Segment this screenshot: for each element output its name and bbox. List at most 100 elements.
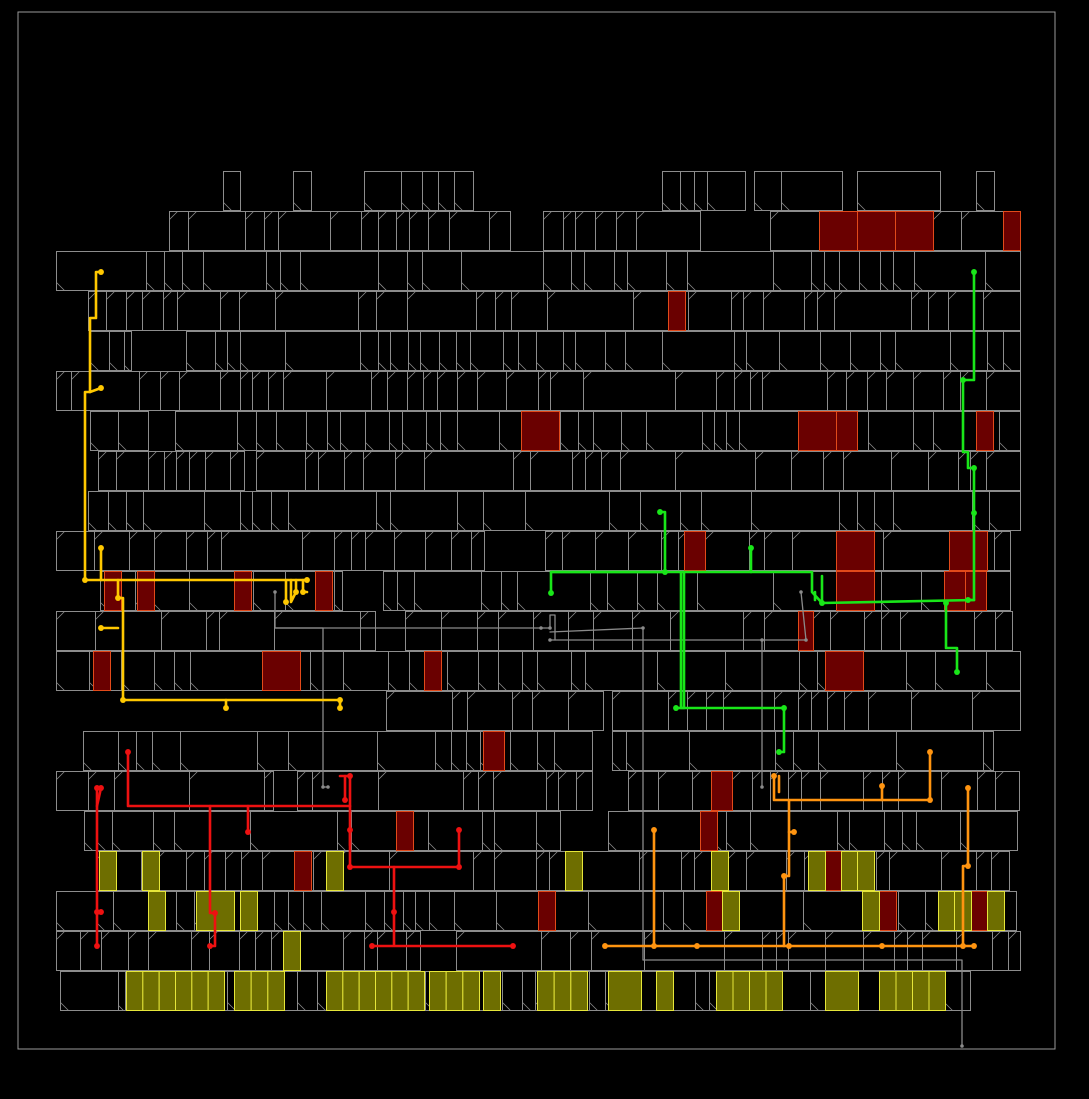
standard-cell[interactable]	[898, 771, 942, 811]
critical-path-cell[interactable]	[315, 571, 333, 611]
critical-path-cell[interactable]	[976, 411, 994, 451]
standard-cell[interactable]	[609, 491, 641, 531]
critical-path-cell[interactable]	[798, 411, 837, 451]
standard-cell[interactable]	[773, 571, 841, 611]
standard-cell[interactable]	[220, 291, 240, 331]
standard-cell[interactable]	[118, 971, 126, 1011]
net-green[interactable]	[548, 269, 977, 755]
standard-cell[interactable]	[575, 211, 596, 251]
standard-cell[interactable]	[675, 371, 717, 411]
standard-cell[interactable]	[429, 891, 455, 931]
standard-cell[interactable]	[114, 771, 190, 811]
standard-cell[interactable]	[56, 611, 96, 651]
standard-cell[interactable]	[461, 251, 544, 291]
standard-cell[interactable]	[481, 571, 502, 611]
selected-cell[interactable]	[240, 891, 258, 931]
standard-cell[interactable]	[906, 651, 936, 691]
standard-cell[interactable]	[950, 331, 988, 371]
selected-cell[interactable]	[283, 931, 301, 971]
standard-cell[interactable]	[306, 411, 328, 451]
standard-cell[interactable]	[56, 891, 97, 931]
selected-cell[interactable]	[267, 971, 286, 1011]
selected-cell[interactable]	[483, 971, 501, 1011]
standard-cell[interactable]	[995, 771, 1020, 811]
net-red[interactable]	[94, 749, 516, 949]
standard-cell[interactable]	[913, 411, 934, 451]
selected-cell[interactable]	[895, 971, 913, 1011]
standard-cell[interactable]	[867, 371, 887, 411]
standard-cell[interactable]	[310, 651, 344, 691]
standard-cell[interactable]	[701, 491, 752, 531]
standard-cell[interactable]	[186, 531, 208, 571]
standard-cell[interactable]	[593, 611, 633, 651]
standard-cell[interactable]	[781, 171, 843, 211]
selected-cell[interactable]	[148, 891, 166, 931]
critical-path-cell[interactable]	[836, 411, 858, 451]
standard-cell[interactable]	[118, 411, 149, 451]
standard-cell[interactable]	[293, 171, 312, 211]
standard-cell[interactable]	[101, 931, 129, 971]
selected-cell[interactable]	[857, 851, 875, 891]
standard-cell[interactable]	[913, 371, 944, 411]
standard-cell[interactable]	[632, 611, 671, 651]
standard-cell[interactable]	[363, 451, 396, 491]
critical-path-cell[interactable]	[668, 291, 686, 331]
standard-cell[interactable]	[154, 531, 187, 571]
standard-cell[interactable]	[605, 331, 626, 371]
standard-cell[interactable]	[219, 611, 275, 651]
standard-cell[interactable]	[697, 571, 774, 611]
standard-cell[interactable]	[898, 891, 926, 931]
standard-cell[interactable]	[1003, 331, 1021, 371]
standard-cell[interactable]	[818, 731, 897, 771]
standard-cell[interactable]	[843, 451, 892, 491]
standard-cell[interactable]	[570, 931, 592, 971]
selected-cell[interactable]	[938, 891, 956, 931]
selected-cell[interactable]	[342, 971, 360, 1011]
standard-cell[interactable]	[121, 651, 155, 691]
selected-cell[interactable]	[749, 971, 767, 1011]
critical-path-cell[interactable]	[424, 651, 442, 691]
standard-cell[interactable]	[394, 531, 426, 571]
standard-cell[interactable]	[941, 771, 978, 811]
critical-path-cell[interactable]	[798, 611, 814, 651]
standard-cell[interactable]	[687, 691, 707, 731]
standard-cell[interactable]	[154, 651, 175, 691]
standard-cell[interactable]	[616, 211, 637, 251]
standard-cell[interactable]	[941, 851, 977, 891]
standard-cell[interactable]	[175, 411, 238, 451]
standard-cell[interactable]	[688, 291, 732, 331]
standard-cell[interactable]	[881, 571, 922, 611]
standard-cell[interactable]	[562, 531, 596, 571]
standard-cell[interactable]	[271, 931, 344, 971]
standard-cell[interactable]	[554, 731, 593, 771]
critical-path-cell[interactable]	[836, 531, 875, 571]
standard-cell[interactable]	[161, 611, 207, 651]
net-orange[interactable]	[602, 749, 977, 949]
critical-path-cell[interactable]	[825, 651, 864, 691]
standard-cell[interactable]	[989, 491, 1021, 531]
standard-cell[interactable]	[189, 771, 265, 811]
standard-cell[interactable]	[823, 451, 844, 491]
standard-cell[interactable]	[477, 371, 507, 411]
standard-cell[interactable]	[751, 491, 840, 531]
critical-path-cell[interactable]	[971, 891, 989, 931]
standard-cell[interactable]	[662, 331, 735, 371]
standard-cell[interactable]	[454, 171, 474, 211]
standard-cell[interactable]	[402, 411, 427, 451]
standard-cell[interactable]	[321, 891, 366, 931]
standard-cell[interactable]	[960, 811, 1018, 851]
standard-cell[interactable]	[478, 651, 499, 691]
critical-path-cell[interactable]	[294, 851, 312, 891]
standard-cell[interactable]	[182, 251, 204, 291]
critical-path-cell[interactable]	[895, 211, 934, 251]
standard-cell[interactable]	[471, 531, 485, 571]
selected-cell[interactable]	[391, 971, 409, 1011]
standard-cell[interactable]	[972, 691, 1021, 731]
standard-cell[interactable]	[56, 651, 90, 691]
selected-cell[interactable]	[375, 971, 393, 1011]
standard-cell[interactable]	[895, 331, 951, 371]
critical-path-cell[interactable]	[684, 531, 706, 571]
selected-cell[interactable]	[142, 971, 160, 1011]
standard-cell[interactable]	[627, 251, 667, 291]
